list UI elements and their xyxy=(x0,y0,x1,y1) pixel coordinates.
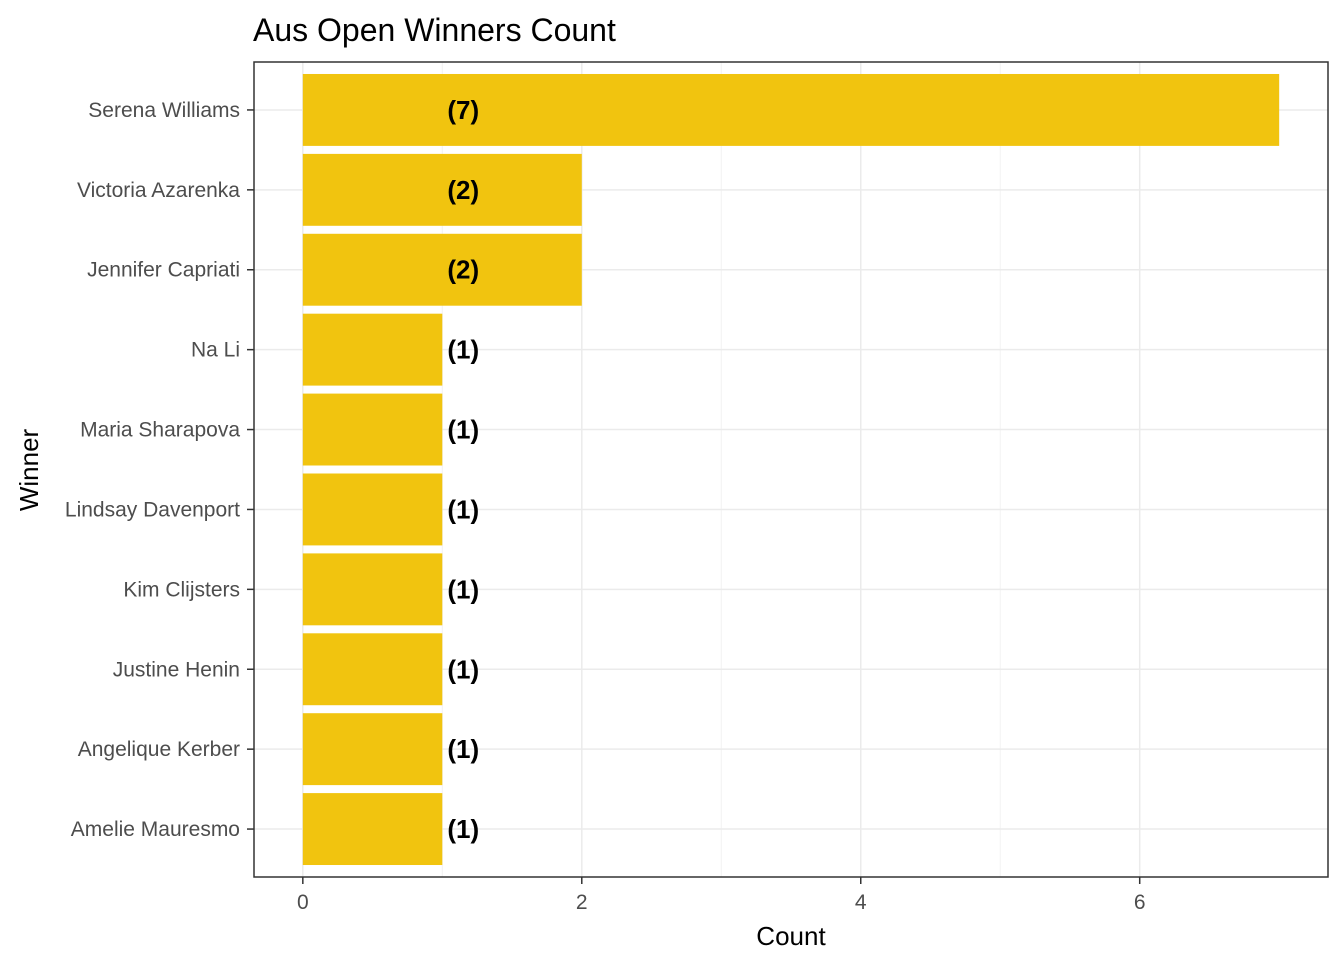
data-label: (1) xyxy=(447,734,479,764)
y-axis: Serena Williams Victoria Azarenka Jennifer… xyxy=(65,99,254,841)
x-axis: 0 2 4 6 xyxy=(297,877,1146,914)
y-tick-label: Kim Clijsters xyxy=(123,578,240,601)
data-label: (1) xyxy=(447,814,479,844)
bar xyxy=(302,393,443,466)
bar xyxy=(302,313,443,386)
data-label: (1) xyxy=(447,335,479,365)
x-axis-title: Count xyxy=(756,921,826,951)
bar xyxy=(302,73,1280,146)
data-label: (1) xyxy=(447,494,479,524)
bar xyxy=(302,153,582,226)
y-axis-title: Winner xyxy=(14,428,44,511)
y-tick-label: Justine Henin xyxy=(113,658,240,681)
data-labels: (7) (2) (2) (1) (1) (1) (1) (1) (1) (1) xyxy=(447,95,479,844)
x-tick-label: 4 xyxy=(855,891,867,914)
bar xyxy=(302,633,443,706)
bars xyxy=(302,73,1280,866)
y-tick-label: Angelique Kerber xyxy=(78,738,240,761)
y-tick-label: Amelie Mauresmo xyxy=(71,818,240,841)
x-tick-label: 6 xyxy=(1134,891,1146,914)
bar xyxy=(302,233,582,306)
y-tick-label: Serena Williams xyxy=(88,99,240,122)
bar xyxy=(302,473,443,546)
y-tick-label: Jennifer Capriati xyxy=(87,259,240,282)
bar xyxy=(302,793,443,866)
y-tick-label: Na Li xyxy=(191,339,240,362)
data-label: (1) xyxy=(447,415,479,445)
data-label: (1) xyxy=(447,574,479,604)
y-tick-label: Maria Sharapova xyxy=(80,419,240,442)
bar xyxy=(302,713,443,786)
x-tick-label: 0 xyxy=(297,891,309,914)
data-label: (2) xyxy=(447,255,479,285)
panel-border xyxy=(253,61,1329,878)
y-tick-label: Victoria Azarenka xyxy=(77,179,240,202)
chart-title: Aus Open Winners Count xyxy=(253,12,616,48)
data-label: (7) xyxy=(447,95,479,125)
x-tick-label: 2 xyxy=(576,891,588,914)
data-label: (2) xyxy=(447,175,479,205)
y-tick-label: Lindsay Davenport xyxy=(65,498,240,521)
bar xyxy=(302,553,443,626)
data-label: (1) xyxy=(447,654,479,684)
